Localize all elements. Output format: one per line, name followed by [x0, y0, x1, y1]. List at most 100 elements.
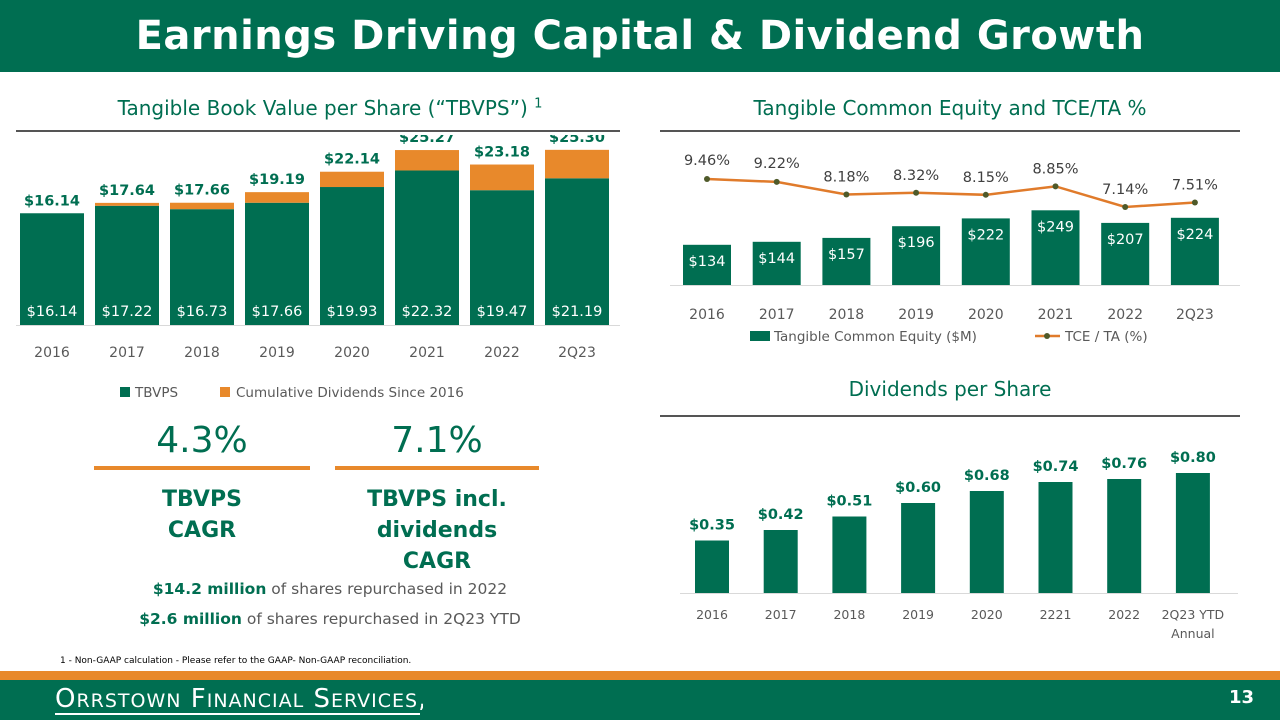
x-tick-label: 2Q23	[558, 345, 596, 361]
tbvps-value-label: $19.93	[327, 304, 378, 320]
x-tick-label: 2017	[109, 345, 145, 361]
tce-ta-label: 7.51%	[1172, 178, 1218, 194]
dividends-bar	[320, 171, 384, 188]
total-value-label: $25.27	[399, 135, 455, 146]
tce-value-label: $157	[828, 247, 865, 263]
tce-ta-label: 8.85%	[1032, 161, 1078, 177]
x-tick-label: 2021	[1038, 307, 1074, 323]
tce-ta-label: 9.22%	[754, 156, 800, 172]
tbvps-bar	[20, 213, 84, 325]
logo-underline	[55, 713, 420, 715]
dps-value-label: $0.51	[826, 494, 872, 510]
tce-bar	[1101, 222, 1150, 285]
footnote: 1 - Non-GAAP calculation - Please refer …	[60, 656, 412, 666]
company-logo-wordmark: ORRSTOWN FINANCIAL SERVICES, INC.	[55, 684, 483, 714]
tce-ta-point	[1052, 183, 1059, 190]
x-tick-label: 2019	[898, 307, 934, 323]
tce-value-label: $207	[1107, 232, 1144, 248]
tce-bar	[892, 226, 941, 285]
tce-ta-point	[704, 176, 710, 182]
dividends-bar	[170, 202, 234, 210]
dps-bar	[1175, 473, 1210, 593]
total-value-label: $25.30	[549, 135, 605, 146]
dps-bar	[1038, 482, 1073, 593]
metric-label-line: CAGR	[167, 518, 237, 543]
tbvps-value-label: $16.73	[177, 304, 228, 320]
legend-label: Tangible Common Equity ($M)	[773, 329, 977, 345]
repurchase-amount: $2.6 million	[139, 610, 242, 628]
svg-text:ORRSTOWN FINANCIAL SERVICES, I: ORRSTOWN FINANCIAL SERVICES, INC.	[55, 684, 423, 714]
dps-title-rule	[660, 415, 1240, 417]
dps-bar	[763, 530, 798, 593]
title-bar: Earnings Driving Capital & Dividend Grow…	[0, 0, 1280, 72]
repurchase-text: of shares repurchased in 2Q23 YTD	[241, 610, 521, 628]
footnote-marker: 1	[534, 96, 543, 112]
tbvps-bar	[95, 205, 159, 325]
dps-bar	[832, 516, 867, 593]
x-tick-label: 2022	[1107, 307, 1143, 323]
x-tick-label: 2016	[689, 307, 725, 323]
repurchase-text: of shares repurchased in 2022	[266, 580, 508, 598]
dividends-bar	[470, 164, 534, 191]
tce-ta-label: 8.32%	[893, 168, 939, 184]
tbvps-bar	[320, 187, 384, 325]
tbvps-bar	[245, 202, 309, 325]
tbvps-div-cagr-rule	[335, 466, 539, 470]
metric-label-line: dividends	[376, 518, 498, 543]
total-value-label: $16.14	[24, 193, 80, 209]
total-value-label: $17.66	[174, 183, 230, 199]
footer-accent	[0, 671, 1280, 680]
tce-ta-label: 7.14%	[1102, 182, 1148, 198]
dps-value-label: $0.76	[1101, 456, 1147, 472]
x-tick-label: 2221	[1040, 607, 1072, 622]
dividends-bar	[545, 149, 609, 179]
x-tick-label: 2Q23 YTD	[1162, 607, 1225, 622]
tce-ta-point	[913, 189, 920, 196]
legend-swatch-tce	[750, 331, 770, 341]
metric-label-line: TBVPS	[162, 487, 242, 512]
tce-ta-point	[1191, 199, 1198, 206]
dps-bar	[695, 540, 729, 593]
repurchase-amount: $14.2 million	[152, 580, 267, 598]
tbvps-chart-title: Tangible Book Value per Share (“TBVPS”) …	[60, 96, 600, 120]
tce-value-label: $134	[689, 254, 726, 270]
dps-value-label: $0.68	[964, 468, 1010, 484]
tce-chart-title: Tangible Common Equity and TCE/TA %	[753, 96, 1147, 120]
tce-ta-point	[982, 191, 989, 198]
x-tick-label: 2022	[484, 345, 520, 361]
dps-bar	[1107, 479, 1142, 593]
tce-bar	[683, 244, 731, 285]
tbvps-bar	[545, 178, 609, 325]
tce-ta-point	[1122, 204, 1129, 210]
x-tick-label: 2020	[971, 607, 1003, 622]
metric-label-line: CAGR	[402, 549, 472, 574]
tce-value-label: $222	[967, 227, 1004, 243]
dps-value-label: $0.74	[1033, 459, 1079, 475]
dividends-bar	[395, 150, 459, 171]
legend-swatch-dividends	[220, 387, 230, 397]
company-logo: ORRSTOWN FINANCIAL SERVICES, INC.	[55, 681, 483, 724]
metric-label-line: TBVPS incl.	[367, 487, 507, 512]
tbvps-cagr-label: TBVPS CAGR	[94, 484, 310, 546]
tce-ta-label: 8.18%	[823, 169, 869, 185]
tbvps-cagr-value: 4.3%	[156, 420, 248, 461]
x-tick-label: 2018	[829, 307, 865, 323]
tce-value-label: $144	[758, 251, 795, 267]
x-tick-label: 2020	[968, 307, 1004, 323]
tce-bar	[822, 237, 871, 285]
page-number: 13	[1228, 687, 1254, 708]
tbvps-value-label: $16.14	[27, 304, 78, 320]
tbvps-div-cagr-value: 7.1%	[391, 420, 483, 461]
tbvps-cagr-rule	[94, 466, 310, 470]
x-tick-label: 2022	[1108, 607, 1140, 622]
legend-swatch-tbvps	[120, 387, 130, 397]
tbvps-value-label: $22.32	[402, 304, 453, 320]
tbvps-value-label: $19.47	[477, 304, 528, 320]
x-tick-label: 2017	[765, 607, 797, 622]
tbvps-chart: $16.14 $16.14 2016 $17.22 $17.64 2017 $16.73 $1…	[16, 135, 620, 401]
dividends-bar	[95, 202, 159, 206]
total-value-label: $23.18	[474, 145, 530, 161]
x-tick-label: 2019	[259, 345, 295, 361]
tce-ta-label: 9.46%	[684, 153, 730, 169]
tce-bar	[1031, 210, 1080, 285]
